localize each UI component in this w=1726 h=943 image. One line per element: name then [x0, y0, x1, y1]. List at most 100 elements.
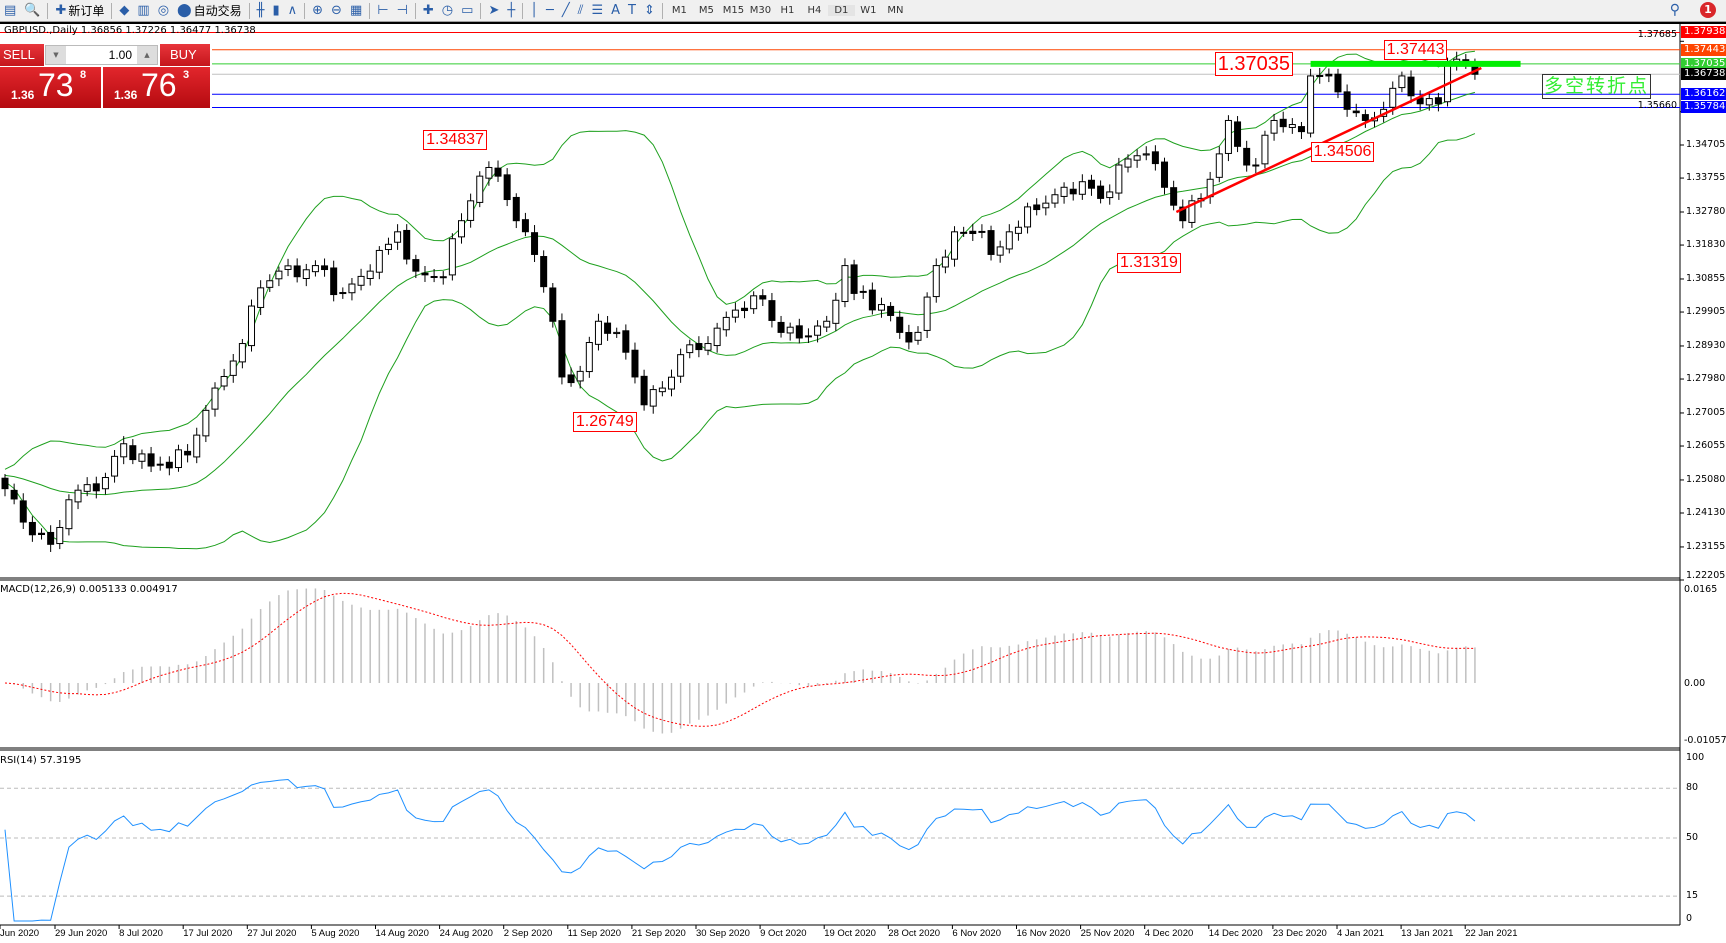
- periods-button[interactable]: ◷: [438, 1, 457, 21]
- candle: [795, 318, 803, 344]
- rsi-axis-label: 15: [1686, 890, 1699, 902]
- candle: [147, 446, 155, 473]
- bar-chart-button[interactable]: ╫: [253, 1, 269, 21]
- candle-body: [211, 387, 219, 410]
- candle: [1188, 194, 1196, 228]
- candle: [923, 292, 931, 338]
- candle-body: [266, 280, 274, 288]
- candle: [1297, 121, 1305, 140]
- candle: [905, 324, 913, 350]
- buy-button[interactable]: BUY: [160, 44, 210, 66]
- equidistant-channel-button[interactable]: ⫽: [574, 1, 588, 21]
- candle: [1434, 92, 1442, 112]
- text-label-button[interactable]: T: [624, 1, 640, 21]
- price-annotation: 1.26749: [572, 411, 637, 432]
- candle: [357, 268, 365, 291]
- line-chart-button[interactable]: ∧: [284, 1, 302, 21]
- date-label: 16 Nov 2020: [1016, 928, 1071, 939]
- zoom-in-icon: ⊕: [312, 3, 324, 18]
- candle-body: [1398, 75, 1406, 89]
- horizontal-line-button[interactable]: ─: [542, 1, 558, 21]
- candle-body: [321, 265, 329, 271]
- date-label: 23 Dec 2020: [1272, 928, 1327, 939]
- candle-body: [1033, 204, 1041, 211]
- candle-body: [1060, 186, 1068, 197]
- candle: [896, 310, 904, 339]
- candle-body: [1005, 231, 1013, 250]
- timeframe-h1[interactable]: H1: [780, 5, 795, 16]
- new-chart-button[interactable]: ▤: [0, 1, 20, 21]
- candle: [640, 369, 648, 411]
- cursor-button[interactable]: ➤: [484, 1, 503, 21]
- candle-body: [576, 370, 584, 382]
- fibonacci-button[interactable]: ☰: [587, 1, 607, 21]
- timeframe-mn[interactable]: MN: [887, 5, 904, 16]
- new-order-button[interactable]: ✚ 新订单: [51, 1, 108, 21]
- lot-increase-icon[interactable]: ▲: [137, 46, 157, 64]
- notifications-badge[interactable]: 1: [1700, 2, 1716, 18]
- crosshair-button[interactable]: ┼: [503, 1, 519, 21]
- chart-shift-button[interactable]: ⊣: [393, 1, 412, 21]
- candle: [1361, 109, 1369, 128]
- candle: [448, 233, 456, 281]
- candle-body: [585, 342, 593, 373]
- timeframe-m15[interactable]: M15: [722, 5, 745, 16]
- templates-button[interactable]: ▭: [457, 1, 477, 21]
- lot-decrease-icon[interactable]: ▼: [46, 46, 66, 64]
- candle-body: [1270, 119, 1278, 134]
- toolbar-separator: [480, 2, 482, 19]
- price-axis-label: 1.25080: [1686, 473, 1726, 485]
- date-label: 21 Sep 2020: [631, 928, 686, 939]
- tile-windows-button[interactable]: ▦: [346, 1, 366, 21]
- candle-body: [503, 174, 511, 201]
- candle-body: [677, 354, 685, 377]
- timeframe-d1[interactable]: D1: [827, 5, 855, 16]
- lot-size-input[interactable]: ▼ 1.00 ▲: [45, 45, 158, 65]
- candle: [521, 212, 529, 237]
- timeframe-m5[interactable]: M5: [698, 5, 714, 16]
- navigator-button[interactable]: 🔍: [20, 1, 44, 21]
- date-label: 14 Dec 2020: [1208, 928, 1263, 939]
- sell-price-button[interactable]: 1.36 73 8: [0, 67, 101, 108]
- candle-body: [832, 299, 840, 324]
- candle-body: [521, 219, 529, 233]
- candle: [1224, 115, 1232, 162]
- buy-price-button[interactable]: 1.36 76 3: [103, 67, 210, 108]
- timeframe-m1[interactable]: M1: [671, 5, 687, 16]
- lot-size-value[interactable]: 1.00: [108, 48, 132, 62]
- candle-body: [275, 270, 283, 280]
- candle-body: [540, 256, 548, 288]
- price-axis-label: 1.37685: [1637, 29, 1677, 41]
- timeframe-w1[interactable]: W1: [860, 5, 877, 16]
- candle-body: [750, 295, 758, 310]
- trendline-button[interactable]: ╱: [558, 1, 574, 21]
- candle: [585, 336, 593, 378]
- candle-body: [622, 330, 630, 353]
- text-button[interactable]: A: [607, 1, 624, 21]
- candle-body: [1106, 191, 1114, 199]
- arrows-button[interactable]: ⇕: [640, 1, 659, 21]
- price-tag-1.37938: 1.37938: [1681, 26, 1726, 39]
- candle-body: [229, 360, 237, 376]
- candle: [531, 225, 539, 262]
- candle: [1, 474, 9, 497]
- pivot-point-label[interactable]: 多空转折点: [1542, 74, 1651, 99]
- candlesticks-button[interactable]: ▮: [268, 1, 283, 21]
- vertical-line-button[interactable]: │: [526, 1, 542, 21]
- market-watch-button[interactable]: ◎: [154, 1, 173, 21]
- strategy-tester-button[interactable]: ◆: [115, 1, 133, 21]
- auto-trading-button[interactable]: ⬤ 自动交易: [173, 1, 246, 21]
- candle: [868, 282, 876, 315]
- search-icon[interactable]: ⚲: [1669, 2, 1680, 18]
- zoom-in-button[interactable]: ⊕: [308, 1, 327, 21]
- auto-scroll-button[interactable]: ⊢: [373, 1, 392, 21]
- timeframe-m30[interactable]: M30: [749, 5, 772, 16]
- sell-button[interactable]: SELL: [0, 44, 44, 66]
- candle: [667, 369, 675, 397]
- timeframe-h4[interactable]: H4: [807, 5, 822, 16]
- history-center-button[interactable]: ▥: [133, 1, 153, 21]
- indicators-button[interactable]: ✚: [419, 1, 438, 21]
- zoom-out-button[interactable]: ⊖: [327, 1, 346, 21]
- candle: [987, 225, 995, 261]
